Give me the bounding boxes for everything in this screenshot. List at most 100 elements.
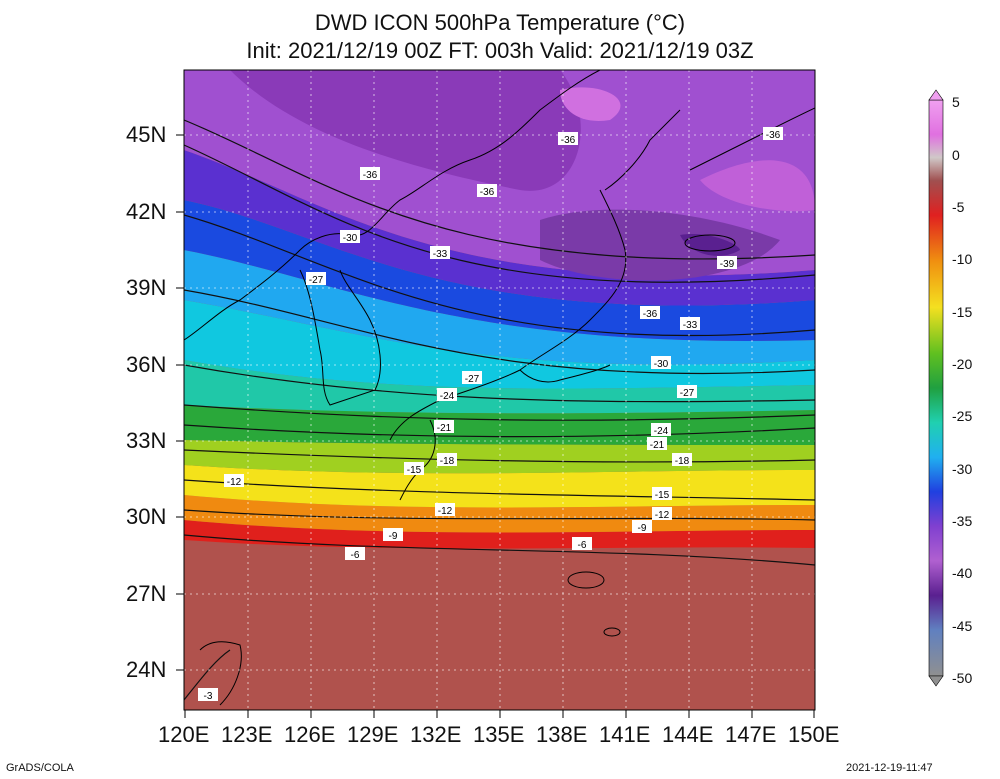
lat-label: 36N — [126, 352, 167, 377]
contour-label: -33 — [683, 320, 698, 331]
contour-label: -15 — [407, 465, 422, 476]
colorbar-label: -10 — [952, 251, 973, 267]
contour-label: -30 — [343, 233, 358, 244]
lat-label: 39N — [126, 275, 167, 300]
contour-label: -12 — [655, 510, 670, 521]
contour-label: -3 — [204, 691, 213, 702]
contour-label-bg — [632, 520, 652, 533]
contour-label: -21 — [437, 423, 452, 434]
lat-label: 24N — [126, 657, 167, 682]
contour-label: -27 — [309, 275, 324, 286]
contour-label-bg — [647, 437, 667, 450]
lat-label: 30N — [126, 504, 167, 529]
contour-label-bg — [383, 528, 403, 541]
contour-label: -21 — [650, 440, 665, 451]
contour-labels: -36-36-36-36-30-33-27-39-36-33-30-27-27-… — [198, 127, 783, 702]
contour-label-bg — [652, 507, 672, 520]
lon-label: 129E — [347, 722, 399, 747]
map-subtitle: Init: 2021/12/19 00Z FT: 003h Valid: 202… — [246, 38, 754, 63]
contour-label-bg — [434, 420, 454, 433]
contour-label-bg — [677, 385, 697, 398]
contour-label-bg — [437, 453, 457, 466]
contour-label: -6 — [578, 540, 587, 551]
lon-label: 126E — [284, 722, 336, 747]
contour-label: -9 — [638, 523, 647, 534]
cold-core-contour — [684, 234, 736, 252]
island-contour — [567, 571, 605, 589]
contour-label: -24 — [654, 426, 669, 437]
contour-label-bg — [763, 127, 783, 140]
contour-label-bg — [717, 256, 737, 269]
contour-label-bg — [572, 537, 592, 550]
contour-label-bg — [340, 230, 360, 243]
contour-label-bg — [345, 547, 365, 560]
contour-label-bg — [224, 474, 244, 487]
footer-timestamp: 2021-12-19-11:47 — [846, 762, 933, 774]
lon-label: 123E — [221, 722, 273, 747]
lon-label: 150E — [788, 722, 840, 747]
contour-label: -18 — [440, 456, 455, 467]
colorbar-label: -30 — [952, 461, 973, 477]
colorbar-label: 5 — [952, 94, 960, 110]
contour-label-bg — [404, 462, 424, 475]
lon-label: 144E — [662, 722, 714, 747]
contour-label-bg — [462, 371, 482, 384]
contour-label-bg — [198, 688, 218, 701]
contour-label-bg — [306, 272, 326, 285]
contour-label-bg — [651, 356, 671, 369]
lon-label: 135E — [473, 722, 525, 747]
contour-label: -36 — [643, 309, 658, 320]
contour-label-bg — [430, 246, 450, 259]
contour-label: -36 — [561, 135, 576, 146]
lat-label: 33N — [126, 428, 167, 453]
contour-label: -18 — [675, 456, 690, 467]
colorbar-label: -45 — [952, 618, 973, 634]
colorbar-label: -25 — [952, 408, 973, 424]
colorbar-label: -5 — [952, 199, 965, 215]
contour-label: -15 — [655, 490, 670, 501]
colorbar-label: -40 — [952, 565, 973, 581]
contour-label-bg — [435, 503, 455, 516]
contour-label: -6 — [351, 550, 360, 561]
colorbar-label: 0 — [952, 147, 960, 163]
contour-label-bg — [640, 306, 660, 319]
contour-label-bg — [672, 453, 692, 466]
contour-label: -33 — [433, 249, 448, 260]
contour-label: -12 — [227, 477, 242, 488]
contour-label: -36 — [766, 130, 781, 141]
contour-label-bg — [652, 487, 672, 500]
contour-label-bg — [651, 423, 671, 436]
lat-label: 45N — [126, 122, 167, 147]
contour-label: -24 — [440, 391, 455, 402]
temperature-field — [184, 70, 815, 710]
axis-ticks — [176, 134, 815, 718]
contour-label: -36 — [363, 170, 378, 181]
contour-label-bg — [360, 167, 380, 180]
lon-label: 141E — [599, 722, 651, 747]
contour-label-bg — [680, 317, 700, 330]
contour-label-bg — [558, 132, 578, 145]
colorbar-label: -20 — [952, 356, 973, 372]
contour-label: -39 — [720, 259, 735, 270]
contour-label: -36 — [480, 187, 495, 198]
colorbar-label: -15 — [952, 304, 973, 320]
contour-label: -12 — [438, 506, 453, 517]
colorbar — [928, 89, 944, 687]
lon-label: 147E — [725, 722, 777, 747]
lon-label: 138E — [536, 722, 588, 747]
footer-credit: GrADS/COLA — [6, 762, 74, 774]
contour-label-bg — [437, 388, 457, 401]
contour-label: -27 — [465, 374, 480, 385]
contour-label: -9 — [389, 531, 398, 542]
lat-label: 27N — [126, 581, 167, 606]
contour-label: -30 — [654, 359, 669, 370]
contour-label-bg — [477, 184, 497, 197]
coastlines — [184, 70, 815, 706]
map-title: DWD ICON 500hPa Temperature (°C) — [314, 10, 686, 35]
lat-label: 42N — [126, 199, 167, 224]
colorbar-label: -35 — [952, 513, 973, 529]
colorbar-label: -50 — [952, 670, 973, 686]
island-contour — [603, 627, 621, 637]
contour-label: -27 — [680, 388, 695, 399]
